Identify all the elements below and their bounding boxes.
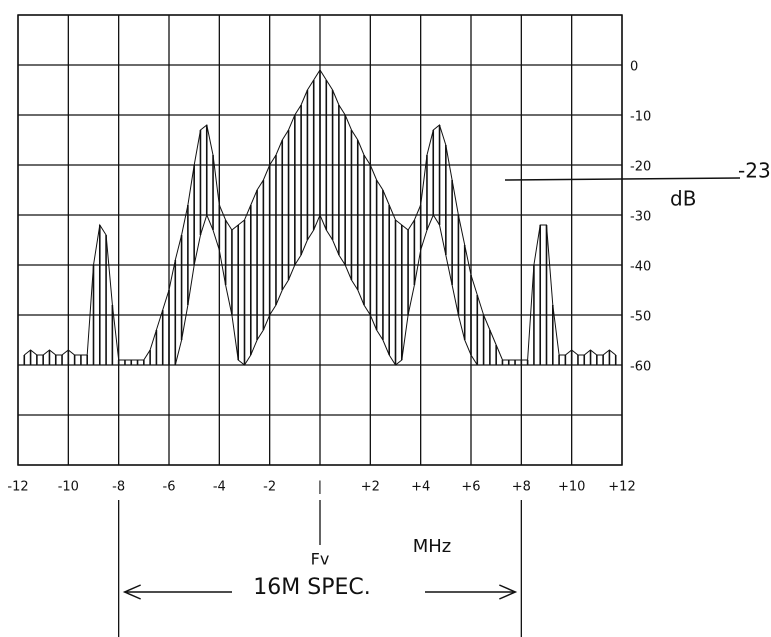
- x-tick-label: -8: [112, 480, 125, 495]
- x-tick-label: -10: [58, 480, 79, 495]
- reference-line: [504, 177, 741, 181]
- upper-envelope: [23, 69, 617, 361]
- x-tick-label: -2: [263, 480, 276, 495]
- y-tick-label: -50: [630, 310, 651, 325]
- x-tick-label: +12: [608, 480, 635, 495]
- x-axis-label: MHz: [413, 536, 452, 557]
- x-tick-label: +2: [361, 480, 380, 495]
- y-tick-label: 0: [630, 60, 638, 75]
- x-tick-label: +6: [461, 480, 480, 495]
- lower-envelope: [24, 213, 616, 366]
- span-label: 16M SPEC.: [253, 575, 370, 600]
- reference-label: -23: [738, 159, 771, 183]
- x-tick-label: +8: [512, 480, 531, 495]
- y-tick-label: -20: [630, 160, 651, 175]
- y-tick-label: -10: [630, 110, 651, 125]
- x-tick-label: |: [318, 480, 322, 495]
- y-axis-label: dB: [670, 187, 696, 211]
- center-label: Fv: [311, 550, 330, 569]
- x-tick-label: +4: [411, 480, 430, 495]
- x-tick-label: -4: [213, 480, 226, 495]
- y-tick-label: -40: [630, 260, 651, 275]
- x-tick-label: -6: [163, 480, 176, 495]
- x-tick-label: +10: [558, 480, 585, 495]
- y-tick-label: -60: [630, 360, 651, 375]
- y-tick-label: -30: [630, 210, 651, 225]
- x-tick-label: -12: [7, 480, 28, 495]
- arrow-head: [122, 584, 141, 600]
- arrow-head: [499, 584, 518, 600]
